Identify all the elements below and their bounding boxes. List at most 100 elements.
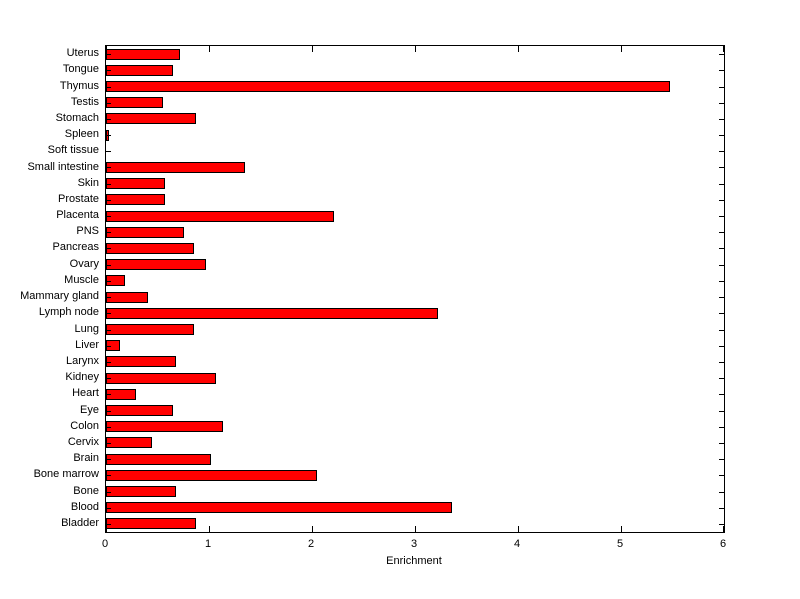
x-axis-tick — [209, 46, 210, 52]
x-axis-tick — [415, 46, 416, 52]
bar — [106, 162, 245, 173]
y-axis-label: Stomach — [55, 112, 99, 124]
y-axis-tick — [106, 411, 111, 412]
y-axis-tick — [719, 265, 724, 266]
x-axis-tick — [415, 526, 416, 532]
y-axis-tick — [106, 119, 111, 120]
plot-area — [105, 45, 725, 533]
y-axis-label: Lymph node — [38, 306, 99, 318]
y-axis-tick — [719, 427, 724, 428]
bar — [106, 113, 196, 124]
y-axis-tick — [106, 475, 111, 476]
y-axis-label: Bone marrow — [33, 468, 99, 480]
bar — [106, 243, 194, 254]
bar — [106, 405, 173, 416]
y-axis-tick — [719, 508, 724, 509]
x-axis-tick — [312, 526, 313, 532]
y-axis-tick — [719, 524, 724, 525]
y-axis-tick — [719, 87, 724, 88]
y-axis-tick — [719, 135, 724, 136]
y-axis-tick — [106, 362, 111, 363]
bar — [106, 356, 176, 367]
y-axis-tick — [719, 216, 724, 217]
y-axis-tick — [106, 70, 111, 71]
y-axis-tick — [106, 281, 111, 282]
y-axis-tick — [719, 297, 724, 298]
y-axis-label: Cervix — [67, 436, 99, 448]
y-axis-tick — [719, 411, 724, 412]
y-axis-tick — [719, 151, 724, 152]
bar — [106, 81, 670, 92]
y-axis-tick — [106, 346, 111, 347]
y-axis-tick — [106, 54, 111, 55]
bar — [106, 454, 211, 465]
y-axis-label: Prostate — [58, 193, 99, 205]
y-axis-label: Lung — [74, 323, 99, 335]
x-axis-tick — [106, 46, 107, 52]
x-axis-tick-label: 4 — [513, 538, 521, 550]
y-axis-tick — [719, 443, 724, 444]
y-axis-tick — [719, 119, 724, 120]
bar — [106, 65, 173, 76]
y-axis-tick — [719, 492, 724, 493]
y-axis-tick — [106, 151, 111, 152]
y-axis-tick — [106, 297, 111, 298]
bar — [106, 292, 148, 303]
x-axis-tick-label: 5 — [616, 538, 624, 550]
y-axis-label: Skin — [77, 177, 99, 189]
y-axis-tick — [106, 87, 111, 88]
y-axis-tick — [719, 330, 724, 331]
y-axis-label: Spleen — [64, 128, 99, 140]
y-axis-tick — [106, 135, 111, 136]
x-axis-tick — [106, 526, 107, 532]
y-axis-tick — [719, 378, 724, 379]
y-axis-label: Bone — [73, 485, 99, 497]
y-axis-tick — [106, 232, 111, 233]
y-axis-tick — [106, 427, 111, 428]
bar — [106, 373, 216, 384]
bar — [106, 49, 180, 60]
y-axis-tick — [106, 184, 111, 185]
y-axis-tick — [106, 524, 111, 525]
x-axis-tick — [723, 526, 724, 532]
x-axis-tick-label: 6 — [719, 538, 727, 550]
x-axis-tick — [621, 526, 622, 532]
y-axis-tick — [106, 330, 111, 331]
x-axis-tick-label: 1 — [204, 538, 212, 550]
bar — [106, 502, 452, 513]
bar — [106, 470, 317, 481]
x-axis-tick — [621, 46, 622, 52]
y-axis-label: Tongue — [62, 63, 99, 75]
y-axis-tick — [106, 443, 111, 444]
bar — [106, 275, 125, 286]
y-axis-tick — [106, 248, 111, 249]
y-axis-label: Placenta — [56, 209, 99, 221]
bar — [106, 259, 206, 270]
y-axis-label: Uterus — [66, 47, 99, 59]
y-axis-tick — [719, 281, 724, 282]
x-axis-tick-label: 2 — [307, 538, 315, 550]
y-axis-tick — [106, 167, 111, 168]
y-axis-label: Colon — [70, 420, 99, 432]
y-axis-label: Eye — [80, 404, 99, 416]
y-axis-label: Liver — [75, 339, 99, 351]
x-axis-title: Enrichment — [386, 555, 442, 567]
y-axis-tick — [106, 394, 111, 395]
y-axis-tick — [719, 167, 724, 168]
x-axis-tick — [209, 526, 210, 532]
y-axis-label: Larynx — [65, 355, 99, 367]
y-axis-tick — [719, 184, 724, 185]
bar — [106, 97, 163, 108]
y-axis-label: Kidney — [65, 371, 99, 383]
y-axis-label: Small intestine — [27, 161, 99, 173]
y-axis-label: Bladder — [61, 517, 99, 529]
x-axis-tick — [312, 46, 313, 52]
bar — [106, 178, 165, 189]
y-axis-label: Brain — [73, 452, 99, 464]
y-axis-label: Mammary gland — [20, 290, 99, 302]
y-axis-tick — [719, 475, 724, 476]
x-axis-tick — [518, 526, 519, 532]
y-axis-tick — [719, 54, 724, 55]
y-axis-tick — [106, 492, 111, 493]
